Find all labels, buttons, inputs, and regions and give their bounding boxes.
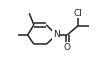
Text: Cl: Cl	[74, 9, 83, 18]
Text: N: N	[53, 30, 60, 39]
Text: O: O	[64, 43, 71, 52]
